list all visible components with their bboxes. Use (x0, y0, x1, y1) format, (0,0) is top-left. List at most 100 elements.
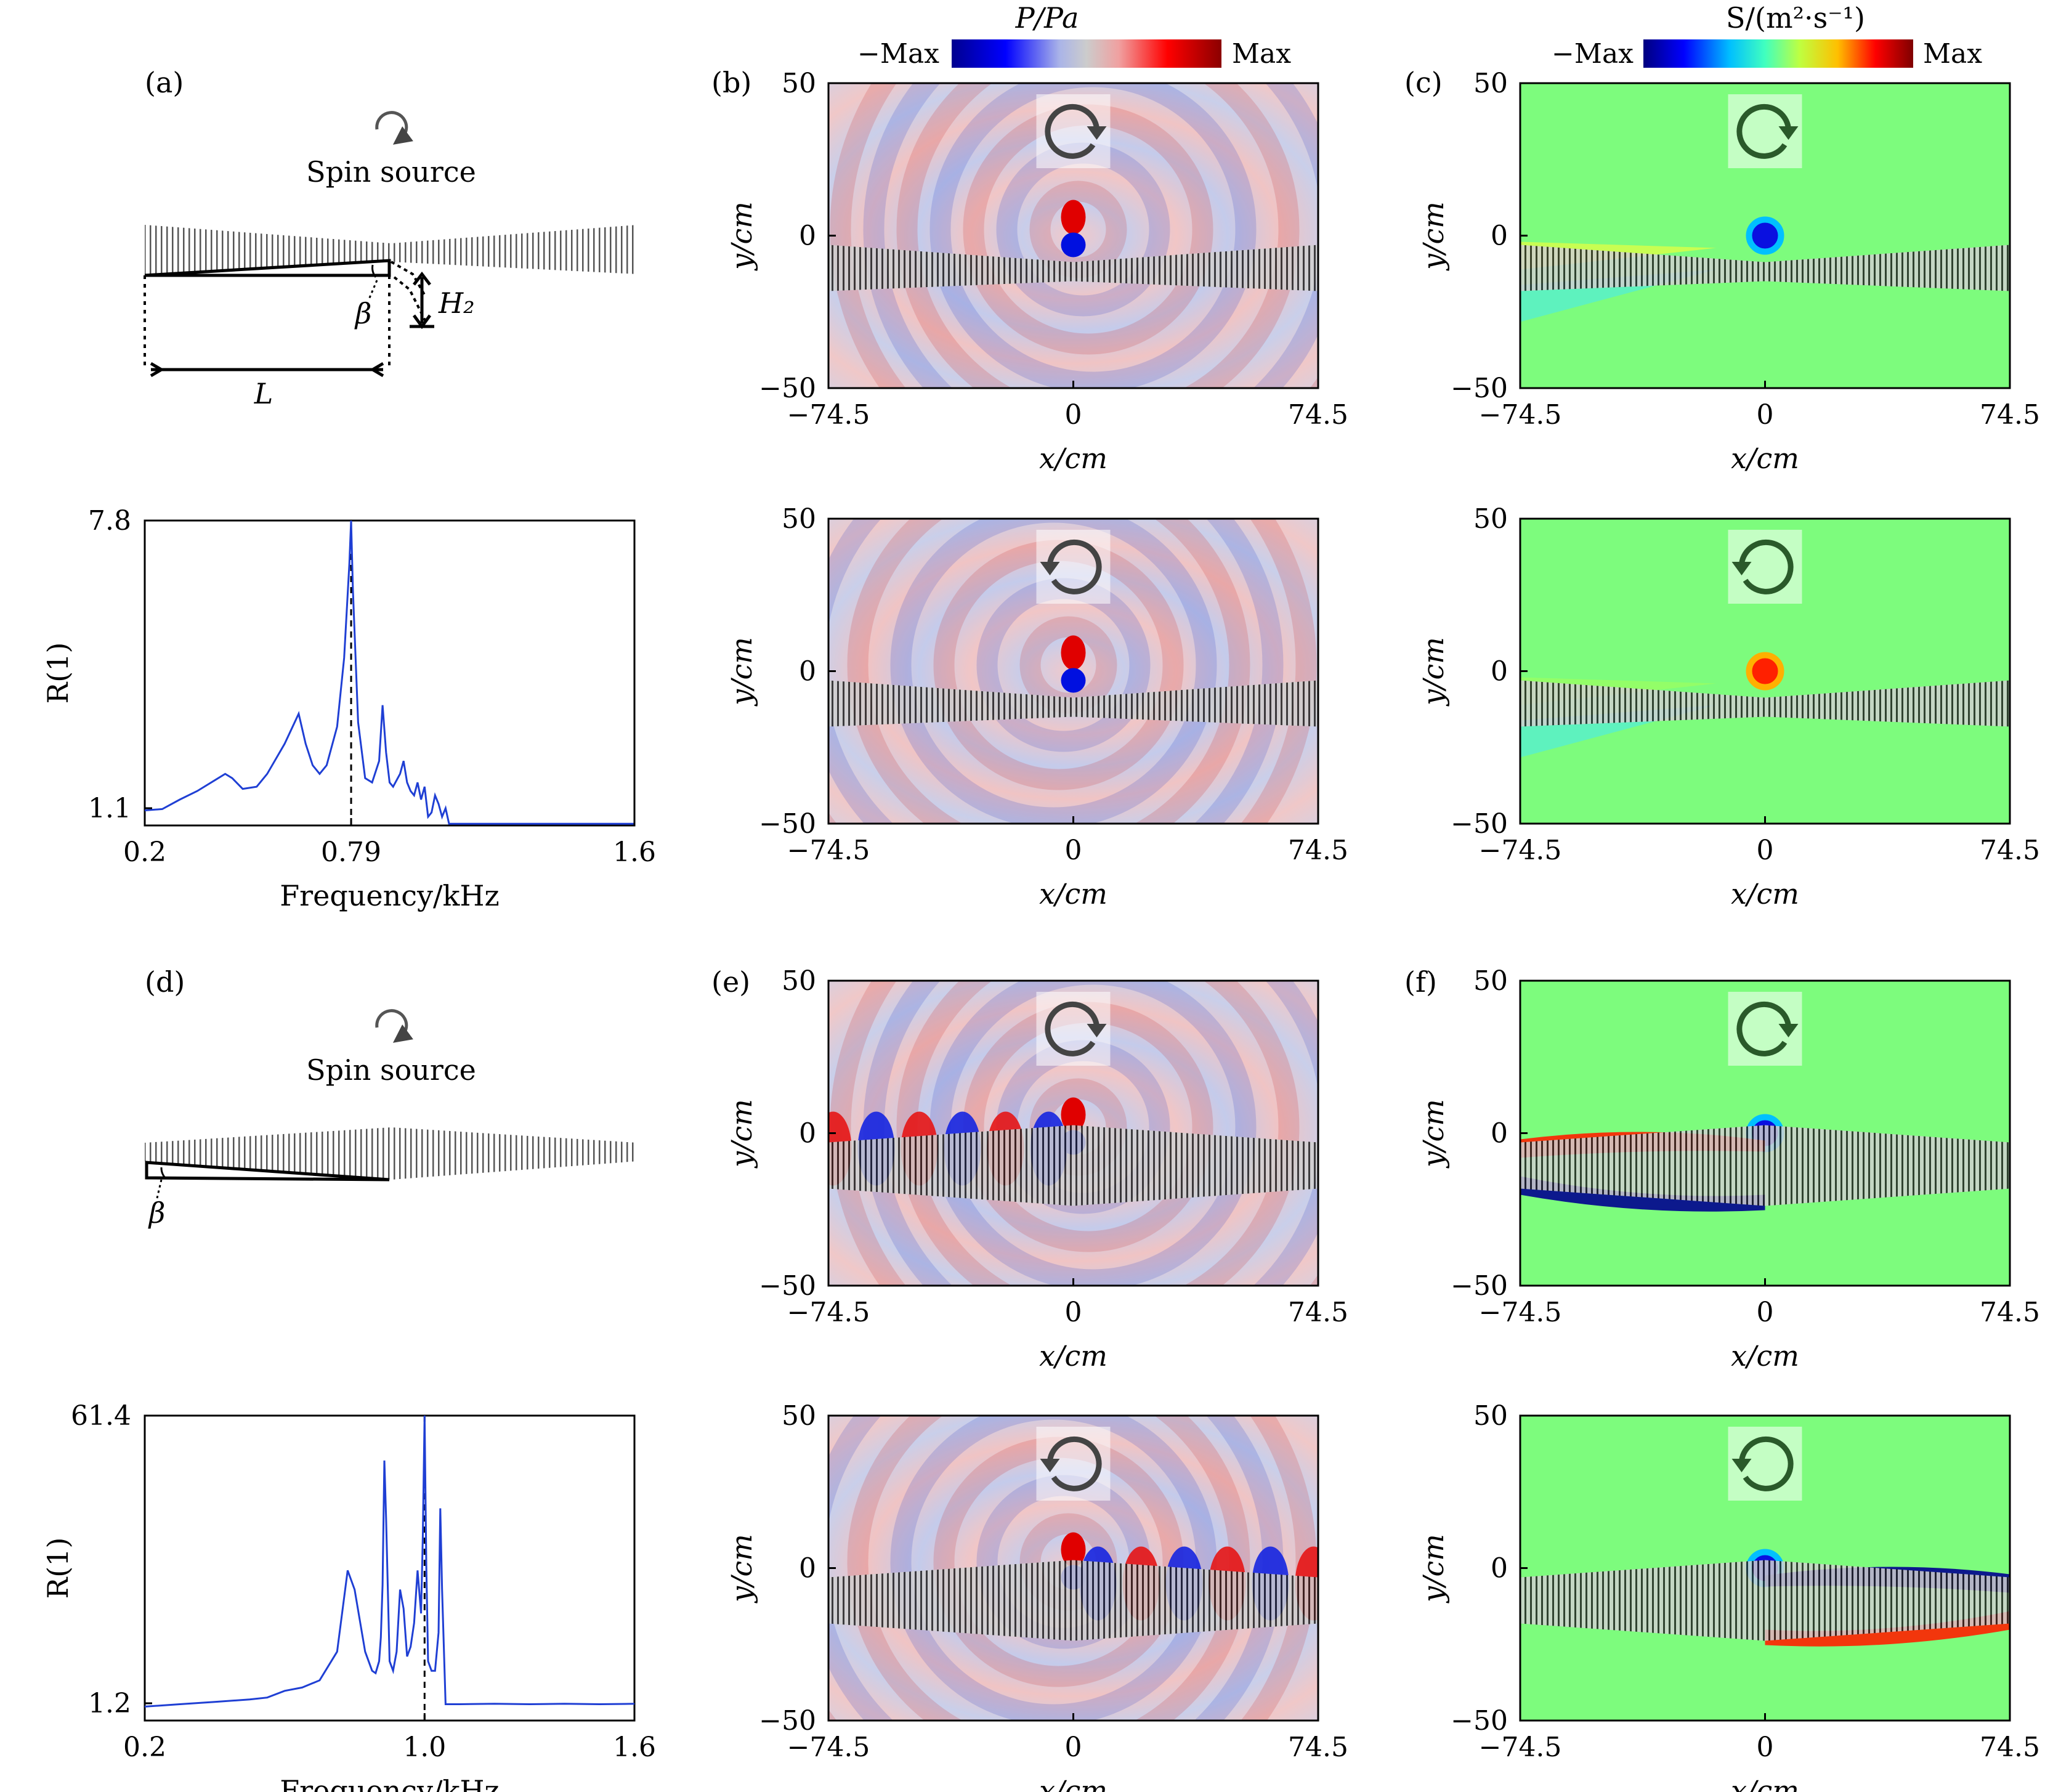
x-tick-label: 0.2 (123, 837, 166, 868)
x-tick-label: −74.5 (787, 835, 870, 866)
panel-label-a: (a) (145, 66, 184, 99)
schematic-d: Spin source β (145, 1009, 638, 1230)
spin-source-icon (375, 111, 413, 145)
x-tick-label: 74.5 (1980, 1732, 2040, 1763)
y-axis-label: y/cm (725, 637, 758, 707)
y-tick-label: 0 (1491, 1553, 1508, 1584)
x-tick-label: 1.0 (403, 1732, 446, 1763)
field-panel-S-2: −74.5 0 74.5 50 0 −50 x/cm y/cm (1417, 965, 2040, 1372)
x-tick-label: 0 (1757, 399, 1774, 431)
y-axis-label: y/cm (1417, 1099, 1450, 1169)
resonance-chart-top: 0.2 0.79 1.6 7.8 1.1 Frequency/kHz R(1) (41, 505, 656, 912)
x-tick-label: 74.5 (1288, 399, 1348, 431)
metagrating-strip (1520, 1125, 2010, 1206)
plot-frame (144, 519, 636, 827)
pressure-colorbar-min: −Max (857, 38, 939, 70)
y-tick-label: 1.2 (88, 1688, 131, 1719)
y-tick-label: 7.8 (88, 505, 131, 537)
length-label: L (254, 377, 273, 410)
x-tick-label: −74.5 (787, 1297, 870, 1328)
y-tick-label: −50 (759, 373, 816, 404)
x-axis-label: Frequency/kHz (280, 879, 500, 912)
panel-label-e: (e) (711, 965, 750, 999)
y-tick-label: 0 (1491, 656, 1508, 687)
x-axis-label: x/cm (1731, 1774, 1799, 1792)
panel-label-d: (d) (145, 965, 185, 999)
spin-source-label-d: Spin source (306, 1053, 476, 1087)
y-axis-label: y/cm (725, 1099, 758, 1169)
y-tick-label: −50 (1451, 1705, 1508, 1737)
y-axis-label: y/cm (1417, 1534, 1450, 1603)
x-tick-label: −74.5 (1479, 399, 1562, 431)
series-line-0 (144, 520, 634, 825)
counterclockwise-spin-icon (1739, 1436, 1794, 1491)
beta-label: β (354, 297, 372, 330)
x-axis-label: x/cm (1039, 442, 1107, 475)
metagrating-strip-d (145, 1127, 638, 1180)
field-panel-P-1: −74.5 0 74.5 50 0 −50 x/cm y/cm (725, 503, 1348, 910)
clockwise-spin-icon (1736, 1001, 1791, 1056)
x-axis-label: x/cm (1039, 1339, 1107, 1372)
x-tick-label: 0.2 (123, 1732, 166, 1763)
metagrating-strip (828, 1125, 1318, 1206)
y-axis-label: y/cm (725, 1534, 758, 1603)
y-tick-label: −50 (1451, 1270, 1508, 1302)
y-tick-label: 0 (799, 1553, 816, 1584)
metagrating-strip (1520, 680, 2010, 727)
counterclockwise-spin-icon (1047, 539, 1102, 594)
y-axis-label: R(1) (41, 1538, 75, 1599)
pressure-colorbar-gradient (952, 39, 1221, 68)
x-tick-label: 74.5 (1980, 399, 2040, 431)
y-tick-label: 50 (782, 1400, 816, 1432)
field-panel-S-0: −74.5 0 74.5 50 0 −50 x/cm y/cm (1417, 68, 2040, 475)
wedge (144, 259, 391, 277)
x-tick-label: −74.5 (1479, 835, 1562, 866)
beta-label-d: β (148, 1196, 166, 1230)
x-tick-label: 74.5 (1980, 835, 2040, 866)
plot-frame (144, 1414, 636, 1722)
x-axis-label: x/cm (1731, 877, 1799, 910)
spin-source-icon-d (375, 1009, 413, 1043)
intensity-colorbar-gradient (1643, 39, 1913, 68)
source-spot (1746, 216, 1784, 255)
x-axis-label: x/cm (1039, 1774, 1107, 1792)
panel-label-c: (c) (1404, 66, 1443, 99)
x-tick-label: −74.5 (1479, 1297, 1562, 1328)
clockwise-spin-icon (1045, 1001, 1099, 1056)
y-tick-label: 61.4 (71, 1400, 131, 1432)
schematic-a: Spin source L β H₂ (144, 111, 638, 410)
x-tick-label: 0.79 (321, 837, 381, 868)
x-tick-label: −74.5 (787, 1732, 870, 1763)
metagrating-strip (828, 1560, 1318, 1641)
field-maps: −74.5 0 74.5 50 0 −50 x/cm y/cm −74.5 0 74.5 50 0 −50… (725, 68, 2040, 1792)
y-axis-label: y/cm (725, 201, 758, 271)
field-panel-P-3: −74.5 0 74.5 50 0 −50 x/cm y/cm (725, 1400, 1348, 1792)
metagrating-strip (1520, 1560, 2010, 1641)
x-axis-label: x/cm (1731, 442, 1799, 475)
y-tick-label: 50 (782, 965, 816, 997)
y-tick-label: −50 (759, 808, 816, 840)
pressure-colorbar-title: P/Pa (1015, 1, 1079, 34)
x-tick-label: 1.6 (613, 837, 656, 868)
intensity-colorbar-max: Max (1923, 38, 1982, 70)
y-tick-label: 0 (799, 656, 816, 687)
y-axis-label: R(1) (41, 643, 75, 704)
resonance-chart-bottom: 0.2 1.0 1.6 61.4 1.2 Frequency/kHz R(1) (41, 1400, 656, 1792)
y-tick-label: 0 (1491, 221, 1508, 252)
metagrating-strip (1520, 245, 2010, 291)
y-tick-label: −50 (759, 1270, 816, 1302)
spin-source-label: Spin source (306, 155, 476, 189)
x-tick-label: 74.5 (1288, 835, 1348, 866)
x-tick-label: 74.5 (1980, 1297, 2040, 1328)
x-axis-label: x/cm (1039, 877, 1107, 910)
field-panel-S-1: −74.5 0 74.5 50 0 −50 x/cm y/cm (1417, 503, 2040, 910)
x-tick-label: 74.5 (1288, 1297, 1348, 1328)
x-tick-label: 1.6 (613, 1732, 656, 1763)
y-tick-label: 50 (1473, 68, 1508, 99)
h2-label: H₂ (438, 286, 475, 320)
intensity-colorbar-min: −Max (1552, 38, 1634, 70)
y-axis-label: y/cm (1417, 201, 1450, 271)
x-tick-label: 0 (1757, 1297, 1774, 1328)
x-axis-label: Frequency/kHz (280, 1774, 500, 1792)
